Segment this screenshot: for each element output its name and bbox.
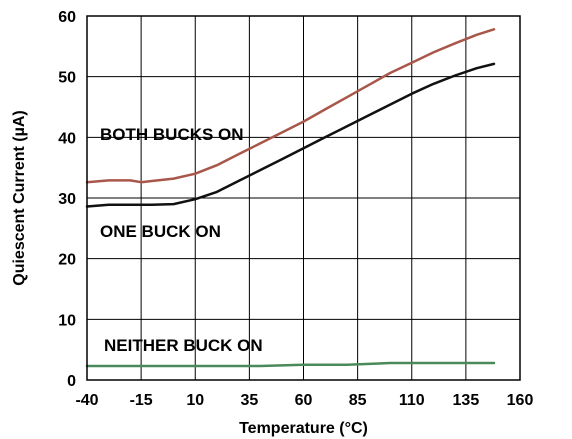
x-tick-label: -40 — [75, 392, 98, 409]
x-tick-label: 110 — [399, 392, 425, 409]
series-line-0 — [85, 28, 496, 184]
x-axis-label: Temperature (°C) — [239, 420, 368, 437]
y-tick-label: 60 — [58, 9, 76, 26]
annotation-neither-buck-on: NEITHER BUCK ON — [104, 336, 263, 355]
y-tick-label: 40 — [58, 130, 76, 147]
series-line-1 — [85, 62, 496, 208]
y-tick-label: 20 — [58, 252, 76, 269]
x-tick-label: 160 — [507, 392, 534, 409]
y-tick-labels: 0 10 20 30 40 50 60 — [58, 9, 76, 390]
y-tick-label: 10 — [58, 312, 76, 329]
x-tick-label: 60 — [295, 392, 313, 409]
plot-frame — [86, 15, 521, 381]
series-line-2 — [85, 361, 496, 368]
y-tick-label: 0 — [67, 373, 76, 390]
annotation-one-buck-on: ONE BUCK ON — [100, 222, 221, 241]
series-lines — [85, 28, 496, 368]
x-tick-label: -15 — [130, 392, 153, 409]
annotation-both-bucks-on: BOTH BUCKS ON — [100, 125, 244, 144]
grid — [86, 15, 521, 381]
y-tick-label: 50 — [58, 70, 76, 87]
x-tick-label: 10 — [186, 392, 204, 409]
y-axis-label: Quiescent Current (µA) — [11, 110, 28, 285]
x-tick-label: 35 — [240, 392, 258, 409]
x-tick-labels: -40 -15 10 35 60 85 110 135 160 — [75, 392, 533, 409]
x-tick-label: 135 — [453, 392, 480, 409]
y-tick-label: 30 — [58, 191, 76, 208]
x-tick-label: 85 — [349, 392, 367, 409]
